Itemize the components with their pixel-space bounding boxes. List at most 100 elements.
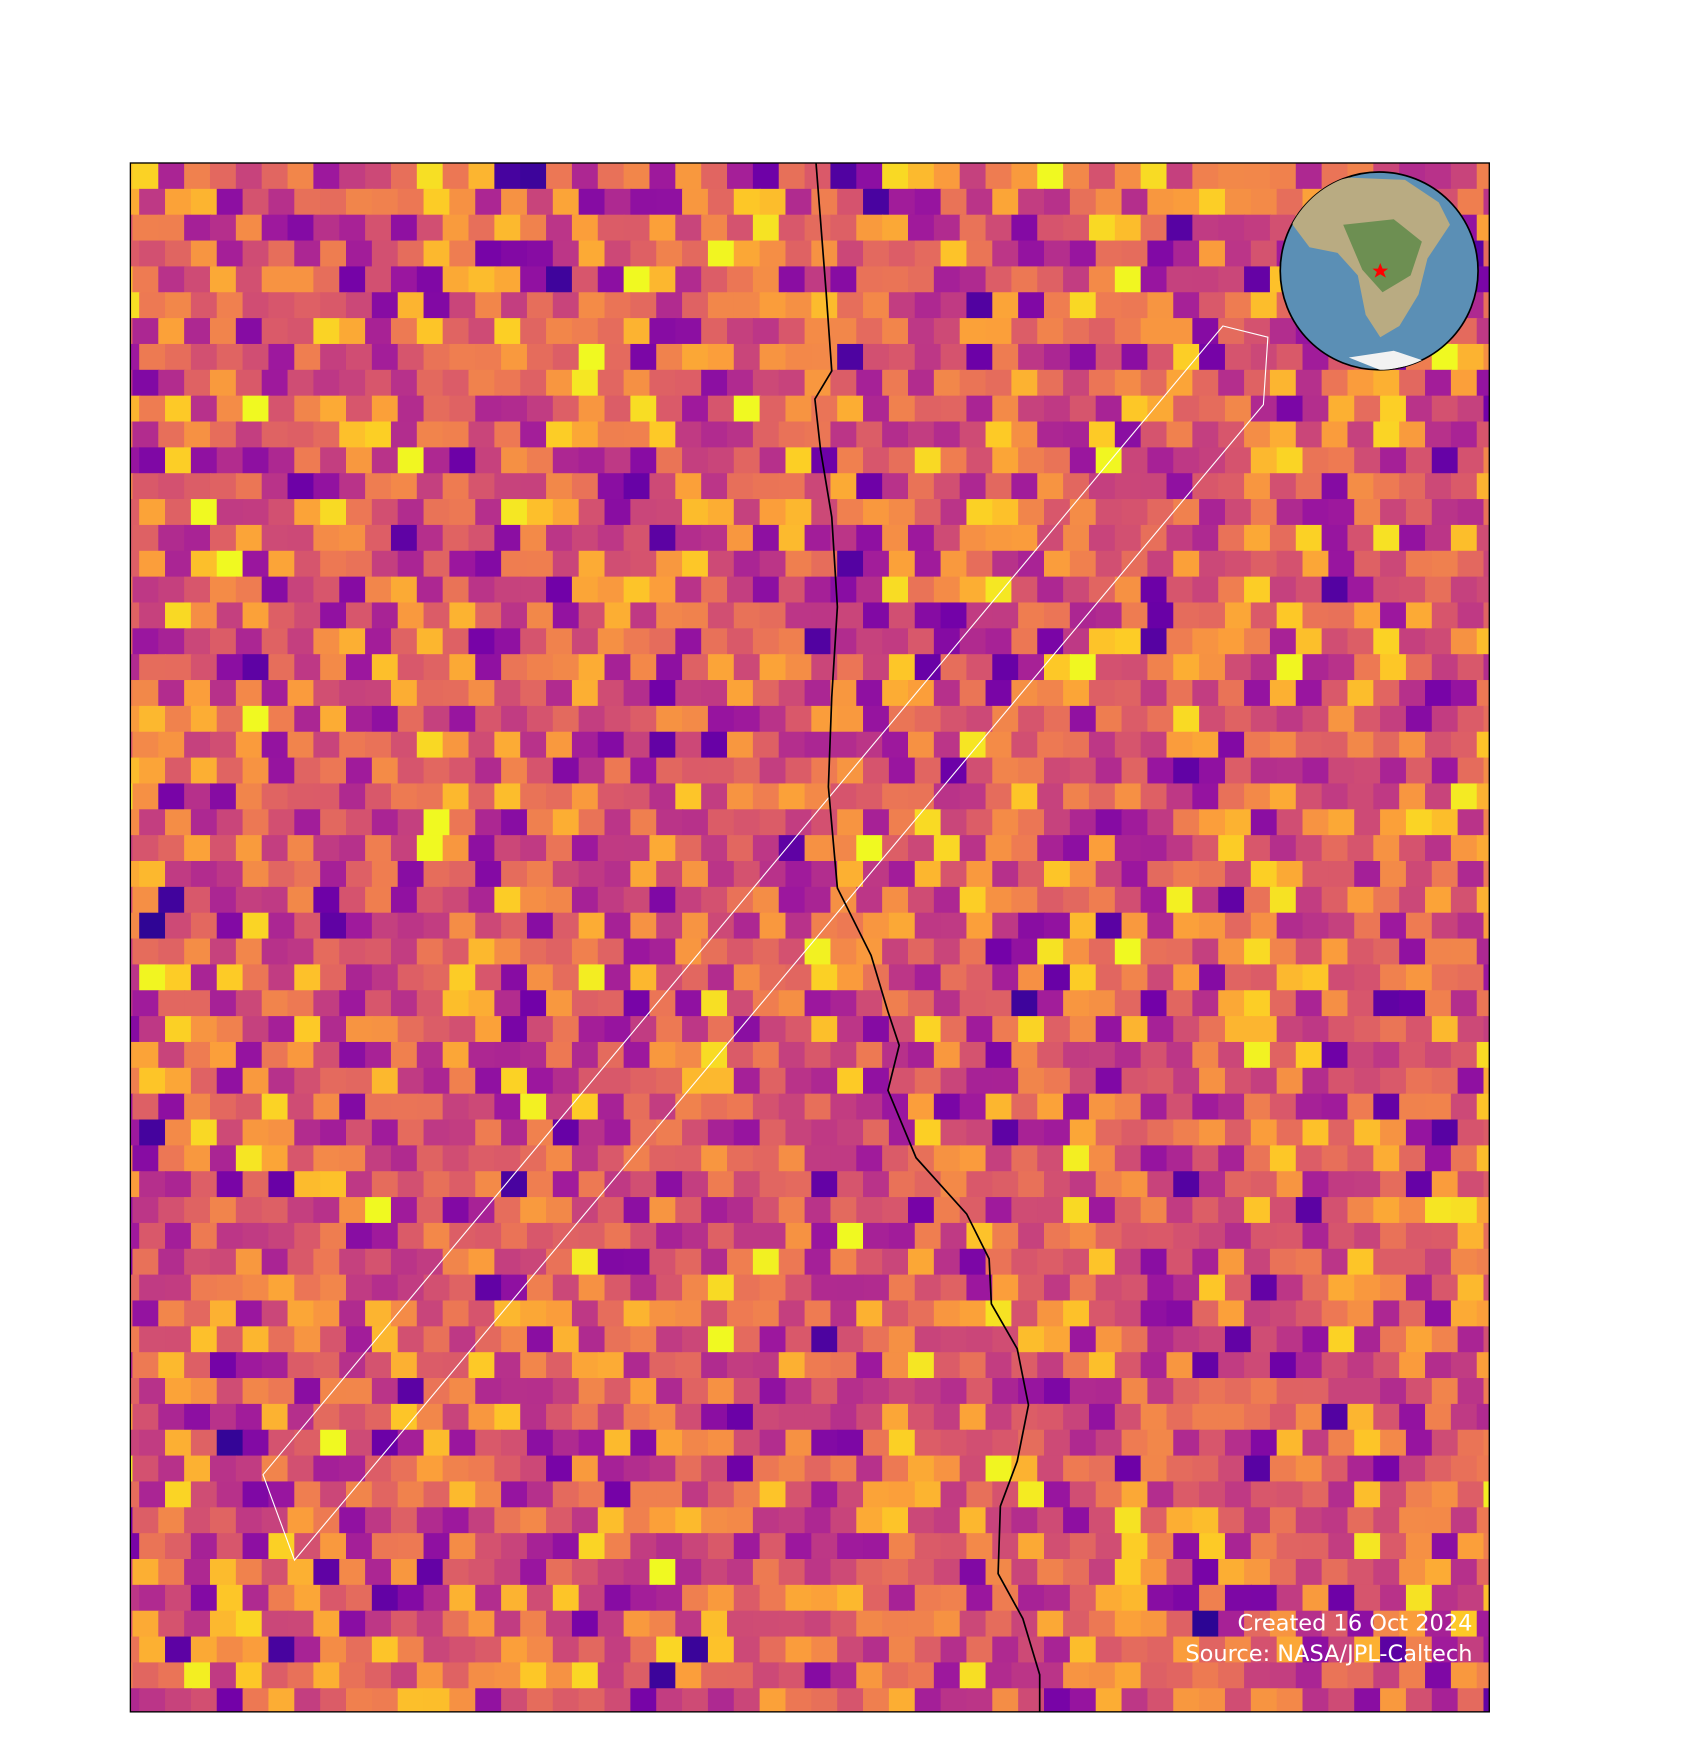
texture-cell <box>992 343 1020 371</box>
texture-cell <box>959 680 987 708</box>
texture-cell <box>578 240 606 268</box>
texture-cell <box>468 731 496 759</box>
texture-cell <box>1295 1558 1323 1586</box>
texture-cell <box>313 835 341 863</box>
texture-cell <box>1173 809 1201 837</box>
texture-cell <box>1321 628 1349 656</box>
texture-cell <box>165 447 193 475</box>
texture-cell <box>1218 473 1246 501</box>
texture-cell <box>578 602 606 630</box>
texture-cell <box>1399 990 1427 1018</box>
texture-cell <box>1063 576 1091 604</box>
texture-cell <box>623 628 651 656</box>
texture-cell <box>1321 1403 1349 1431</box>
texture-cell <box>313 1041 341 1069</box>
texture-cell <box>759 1067 787 1095</box>
texture-cell <box>1173 705 1201 733</box>
texture-cell <box>707 447 735 475</box>
texture-cell <box>1069 1584 1097 1612</box>
texture-cell <box>130 1016 141 1044</box>
texture-cell <box>837 1119 865 1147</box>
texture-cell <box>1244 938 1272 966</box>
texture-cell <box>863 1584 891 1612</box>
texture-cell <box>1192 731 1220 759</box>
texture-cell <box>1483 343 1490 371</box>
texture-cell <box>649 835 677 863</box>
texture-cell <box>449 705 477 733</box>
texture-cell <box>778 162 806 190</box>
texture-cell <box>682 860 710 888</box>
texture-cell <box>339 576 367 604</box>
texture-cell <box>907 835 935 863</box>
texture-cell <box>475 447 503 475</box>
texture-cell <box>675 1352 703 1380</box>
texture-cell <box>520 369 548 397</box>
texture-cell <box>365 1558 393 1586</box>
texture-cell <box>1244 1352 1272 1380</box>
texture-cell <box>1269 990 1297 1018</box>
texture-cell <box>1457 499 1485 527</box>
texture-cell <box>863 1533 891 1561</box>
texture-cell <box>501 1067 529 1095</box>
texture-cell <box>1399 783 1427 811</box>
texture-cell <box>940 1481 968 1509</box>
texture-cell <box>371 1481 399 1509</box>
texture-cell <box>294 343 322 371</box>
texture-cell <box>1295 1248 1323 1276</box>
texture-cell <box>1328 1584 1356 1612</box>
texture-cell <box>130 1145 134 1173</box>
texture-cell <box>604 1274 632 1302</box>
texture-cell <box>139 912 167 940</box>
texture-cell <box>1483 447 1490 475</box>
texture-cell <box>365 835 393 863</box>
texture-cell <box>1063 162 1091 190</box>
texture-cell <box>888 1016 916 1044</box>
texture-cell <box>914 1533 942 1561</box>
texture-cell <box>1509 706 1536 733</box>
texture-cell <box>1328 1326 1356 1354</box>
texture-cell <box>1011 1558 1039 1586</box>
texture-cell <box>390 1300 418 1328</box>
texture-cell <box>752 1041 780 1069</box>
texture-cell <box>604 1326 632 1354</box>
texture-cell <box>1302 499 1330 527</box>
texture-cell <box>804 628 832 656</box>
texture-cell <box>501 1429 529 1457</box>
texture-cell <box>365 938 393 966</box>
texture-cell <box>501 860 529 888</box>
texture-cell <box>1095 1171 1123 1199</box>
texture-cell <box>597 1248 625 1276</box>
texture-cell <box>933 680 961 708</box>
texture-cell <box>830 162 858 190</box>
texture-cell <box>1405 757 1433 785</box>
texture-cell <box>520 576 548 604</box>
texture-cell <box>1069 1688 1097 1712</box>
texture-cell <box>494 1300 522 1328</box>
texture-cell <box>1095 1481 1123 1509</box>
texture-cell <box>759 1171 787 1199</box>
texture-cell <box>727 318 755 346</box>
texture-cell <box>423 654 451 682</box>
texture-cell <box>546 1300 574 1328</box>
texture-cell <box>707 757 735 785</box>
texture-cell <box>727 1041 755 1069</box>
texture-cell <box>1269 1455 1297 1483</box>
texture-cell <box>1140 162 1168 190</box>
texture-cell <box>1121 1171 1149 1199</box>
texture-cell <box>242 654 270 682</box>
texture-cell <box>468 628 496 656</box>
texture-cell <box>287 1248 315 1276</box>
texture-cell <box>1476 318 1490 346</box>
texture-cell <box>390 524 418 552</box>
texture-cell <box>933 1610 961 1638</box>
texture-cell <box>546 1610 574 1638</box>
texture-cell <box>209 214 237 242</box>
texture-cell <box>837 705 865 733</box>
texture-cell <box>371 654 399 682</box>
texture-cell <box>1295 835 1323 863</box>
texture-cell <box>940 1119 968 1147</box>
texture-cell <box>1302 809 1330 837</box>
texture-cell <box>261 835 289 863</box>
texture-cell <box>992 1533 1020 1561</box>
texture-cell <box>837 1222 865 1250</box>
